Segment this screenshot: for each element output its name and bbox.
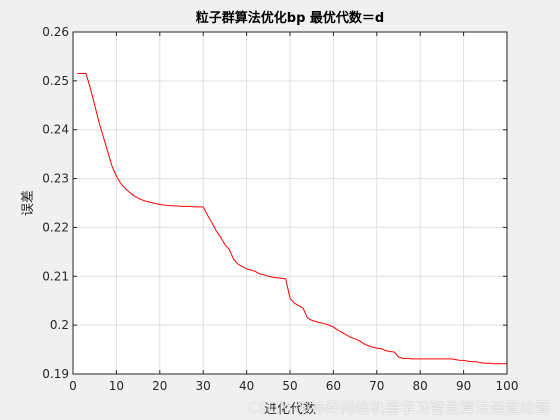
y-tick-label: 0.21 (42, 269, 69, 283)
y-tick-label: 0.2 (50, 318, 69, 332)
tick-marks (72, 31, 508, 375)
watermark: CSDN @神经网络机器学习智能算法画图绘图 (247, 399, 550, 417)
y-tick-labels: 0.19 0.2 0.21 0.22 0.23 0.24 0.25 0.26 (42, 25, 69, 381)
chart-title: 粒子群算法优化bp 最优代数＝d (196, 10, 384, 26)
y-tick-label: 0.24 (42, 123, 69, 137)
x-tick-label: 60 (326, 379, 341, 393)
x-tick-label: 0 (69, 379, 77, 393)
series-group (77, 73, 507, 365)
x-tick-label: 90 (456, 379, 471, 393)
x-tick-label: 20 (152, 379, 167, 393)
y-tick-label: 0.25 (42, 74, 69, 88)
y-axis-label: 误差 (21, 190, 36, 216)
x-tick-label: 40 (239, 379, 254, 393)
y-tick-label: 0.23 (42, 172, 69, 186)
y-tick-label: 0.22 (42, 220, 69, 234)
x-tick-label: 50 (282, 379, 297, 393)
y-tick-label: 0.19 (42, 367, 69, 381)
x-axis-label: 进化代数 (264, 402, 316, 417)
series-line (77, 73, 507, 365)
x-tick-label: 70 (369, 379, 384, 393)
x-tick-label: 30 (196, 379, 211, 393)
x-tick-label: 10 (109, 379, 124, 393)
x-tick-label: 100 (496, 379, 519, 393)
y-tick-label: 0.26 (42, 25, 69, 39)
x-tick-label: 80 (413, 379, 428, 393)
x-tick-labels: 0 10 20 30 40 50 60 70 80 90 100 (69, 379, 518, 393)
